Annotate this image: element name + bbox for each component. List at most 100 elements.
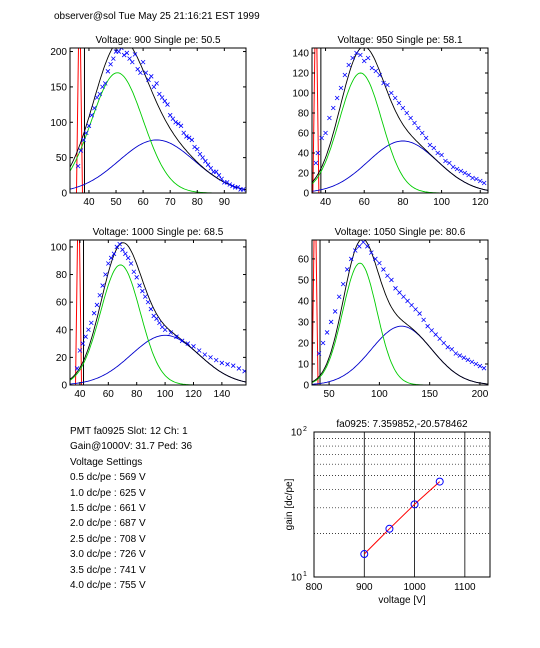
total-fit xyxy=(312,240,488,385)
data-point xyxy=(219,176,224,182)
data-point xyxy=(481,180,487,186)
histogram-panel-3: Voltage: 1000 Single pe: 68.5 40 60 80 100 12… xyxy=(50,227,247,400)
data-point xyxy=(102,81,108,86)
data-point xyxy=(334,95,340,101)
data-point xyxy=(469,359,475,365)
data-point xyxy=(385,82,390,88)
data-point xyxy=(208,165,214,171)
data-point xyxy=(189,137,195,143)
data-point xyxy=(194,146,200,152)
data-point xyxy=(316,351,322,356)
data-point xyxy=(437,336,443,342)
data-point xyxy=(224,180,230,185)
data-point xyxy=(405,298,410,304)
y-tick-label: 50 xyxy=(56,153,68,164)
setting-row: 3.0 dc/pe : 726 V xyxy=(70,549,146,561)
panel-title: Voltage: 950 Single pe: 58.1 xyxy=(337,35,463,46)
gain-fit-line xyxy=(363,481,441,555)
data-point xyxy=(148,306,154,312)
data-point xyxy=(425,323,430,329)
data-point xyxy=(83,334,88,339)
data-point xyxy=(447,160,452,166)
data-point xyxy=(127,56,132,61)
data-point xyxy=(409,302,414,308)
data-point xyxy=(461,355,467,360)
y-tick-label: 40 xyxy=(298,296,310,307)
y-tick-label: 40 xyxy=(298,149,310,160)
data-point xyxy=(157,91,162,97)
data-point xyxy=(369,250,374,255)
data-point xyxy=(381,80,386,86)
data-point xyxy=(132,52,138,57)
data-point xyxy=(404,110,410,116)
data-point xyxy=(202,352,208,357)
axes-frame xyxy=(69,239,247,386)
data-point xyxy=(373,256,378,262)
single-pe-fit xyxy=(312,72,488,193)
x-tick-label: 120 xyxy=(472,197,489,208)
data-point xyxy=(230,183,235,189)
data-point xyxy=(350,55,355,61)
data-point xyxy=(473,361,479,367)
data-point xyxy=(91,310,97,316)
x-axis-label: voltage [V] xyxy=(378,595,425,606)
data-point xyxy=(196,348,202,353)
data-point xyxy=(313,160,319,166)
data-point xyxy=(427,142,433,148)
data-point xyxy=(466,172,471,178)
y-tick-label: 150 xyxy=(50,82,67,93)
y-tick-label: 0 xyxy=(61,189,67,200)
setting-row: 3.5 dc/pe : 741 V xyxy=(70,564,146,576)
data-point xyxy=(121,52,127,58)
axes-frame xyxy=(311,47,489,194)
y-tick-label: 0 xyxy=(303,189,309,200)
setting-row: 2.0 dc/pe : 687 V xyxy=(70,518,146,530)
data-point xyxy=(443,158,448,164)
plot-area xyxy=(312,240,488,385)
data-point xyxy=(396,100,402,106)
data-point xyxy=(77,348,83,353)
x-tick-label: 80 xyxy=(397,197,409,208)
x-tick-label: 60 xyxy=(359,197,371,208)
data-point xyxy=(348,256,354,262)
data-point xyxy=(170,116,176,122)
data-point xyxy=(465,357,471,363)
data-point xyxy=(94,95,100,100)
y-tick-label: 80 xyxy=(298,109,310,120)
y-tick-label: 80 xyxy=(56,270,68,281)
data-point xyxy=(361,240,366,245)
data-point xyxy=(197,151,203,157)
data-point xyxy=(179,338,185,344)
data-point xyxy=(192,144,197,150)
data-point xyxy=(401,294,406,300)
data-point xyxy=(120,247,125,252)
data-point xyxy=(142,294,148,299)
data-point xyxy=(100,84,105,90)
data-point xyxy=(128,261,134,266)
data-point xyxy=(412,120,417,126)
data-point xyxy=(208,355,213,360)
data-point xyxy=(89,112,94,118)
total-fit xyxy=(70,242,246,383)
data-point xyxy=(328,319,334,325)
setting-row: 0.5 dc/pe : 569 V xyxy=(70,472,146,484)
x-tick-label: 100 xyxy=(157,389,174,400)
data-point xyxy=(178,123,184,129)
data-point xyxy=(213,169,219,175)
x-tick-label: 120 xyxy=(185,389,202,400)
pedestal-curve xyxy=(312,240,319,385)
y-tick-label: 10 xyxy=(298,359,310,370)
data-point xyxy=(97,292,103,298)
histogram-panel-2: Voltage: 950 Single pe: 58.1 40 60 80 100 120… xyxy=(292,35,489,208)
data-point xyxy=(216,173,222,178)
gain-point xyxy=(385,524,394,533)
axes-frame xyxy=(69,47,247,194)
data-point xyxy=(346,62,352,68)
setting-row: 1.5 dc/pe : 661 V xyxy=(70,502,146,514)
data-point xyxy=(416,125,421,131)
data-point xyxy=(235,185,241,190)
data-point xyxy=(111,251,117,257)
pedestal-curve xyxy=(75,48,83,193)
data-point xyxy=(369,65,375,71)
setting-row: 2.5 dc/pe : 708 V xyxy=(70,533,146,545)
